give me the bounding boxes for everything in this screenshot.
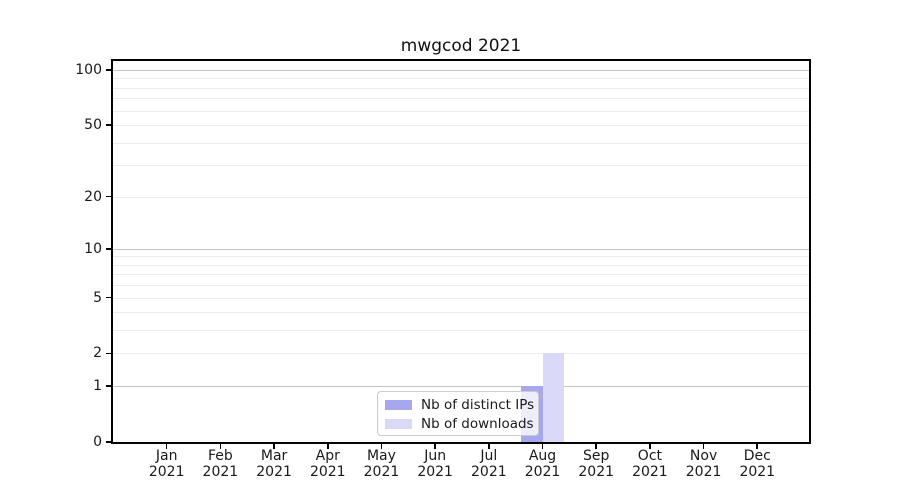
x-tick-label: Dec 2021	[739, 448, 776, 480]
gridline-minor	[113, 285, 809, 287]
x-tick-label: Jun 2021	[417, 448, 453, 480]
x-tick	[702, 444, 705, 449]
x-tick-label: Jan 2021	[148, 448, 185, 480]
gridline-minor	[113, 312, 809, 314]
gridline-minor	[113, 256, 809, 258]
x-tick-label: Mar 2021	[256, 448, 292, 480]
x-tick	[649, 444, 651, 449]
y-tick-label: 10	[84, 240, 102, 257]
y-tick-label: 1	[93, 378, 102, 395]
x-tick	[326, 444, 329, 449]
x-tick	[595, 444, 597, 449]
gridline-minor	[113, 353, 809, 355]
x-tick-label: Oct 2021	[632, 448, 668, 480]
legend: Nb of distinct IPs Nb of downloads	[377, 391, 539, 436]
x-tick-label: Sep 2021	[578, 448, 615, 480]
x-tick-label: Apr 2021	[309, 448, 346, 480]
y-tick	[106, 247, 111, 250]
x-tick-label: Aug 2021	[524, 448, 561, 480]
gridline-minor	[113, 110, 809, 112]
gridline-minor	[113, 125, 809, 127]
x-tick-label: May 2021	[363, 448, 400, 480]
y-tick	[106, 296, 111, 299]
legend-item-distinct-ips: Nb of distinct IPs	[385, 395, 538, 414]
x-tick	[380, 444, 383, 449]
gridline-minor	[113, 78, 809, 80]
bar-downloads	[542, 353, 565, 442]
y-tick	[106, 385, 111, 387]
y-tick-label: 0	[93, 434, 102, 450]
legend-item-downloads: Nb of downloads	[385, 414, 538, 433]
gridline-minor	[113, 142, 809, 144]
y-tick-label: 5	[93, 289, 102, 306]
chart-title: mwgcod 2021	[400, 36, 522, 56]
y-tick	[106, 195, 111, 198]
x-tick-label: Feb 2021	[202, 448, 239, 480]
y-tick-label: 100	[75, 62, 102, 79]
legend-label-downloads: Nb of downloads	[421, 415, 534, 432]
gridline-minor	[113, 264, 809, 266]
gridline-minor	[113, 274, 809, 276]
gridline-minor	[113, 297, 809, 299]
y-tick-label: 50	[84, 117, 102, 134]
gridline-major	[113, 70, 809, 72]
y-tick	[106, 352, 111, 355]
gridline-minor	[113, 330, 809, 332]
x-tick	[219, 444, 222, 449]
x-tick	[165, 444, 168, 449]
x-tick	[434, 444, 436, 449]
legend-swatch-distinct-ips	[385, 399, 412, 410]
x-tick	[273, 444, 275, 449]
legend-label-distinct-ips: Nb of distinct IPs	[421, 396, 535, 413]
gridline-major	[113, 248, 809, 250]
legend-swatch-downloads	[385, 418, 412, 429]
x-tick-label: Jul 2021	[471, 448, 507, 480]
plot-area: Nb of distinct IPs Nb of downloads	[111, 59, 811, 444]
gridline-minor	[113, 165, 809, 167]
x-tick	[488, 444, 490, 449]
gridline-minor	[113, 87, 809, 89]
y-tick	[106, 69, 111, 71]
y-tick	[106, 124, 111, 126]
x-tick-label: Nov 2021	[685, 448, 722, 480]
x-tick	[541, 444, 544, 449]
y-tick-label: 2	[93, 345, 102, 362]
gridline-minor	[113, 98, 809, 100]
y-tick	[106, 441, 111, 443]
gridline-major	[113, 386, 809, 388]
x-tick	[756, 444, 759, 449]
y-tick-label: 20	[84, 188, 102, 205]
gridline-minor	[113, 196, 809, 198]
